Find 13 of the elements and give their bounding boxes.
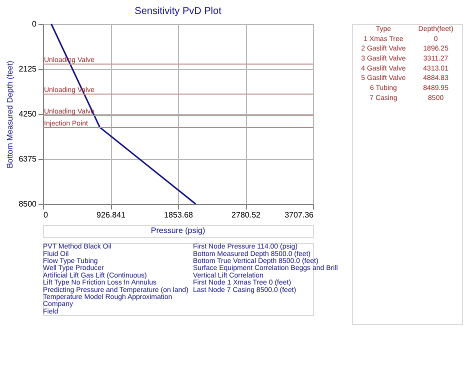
- x-tick-label: 3707.36: [284, 210, 314, 220]
- y-tick-label: 0: [32, 20, 38, 28]
- y-tick-label: 8500: [18, 200, 38, 208]
- y-axis-title: Bottom Measured Depth (feet): [6, 60, 15, 168]
- y-tick-label: 4250: [18, 110, 38, 118]
- x-axis-title: Pressure (psig): [150, 226, 206, 235]
- y-tick-label: 2125: [18, 64, 38, 74]
- x-tick-label: 2780.52: [232, 210, 262, 220]
- x-tick-label: 926.841: [96, 210, 126, 220]
- chart-title: Sensitivity PvD Plot: [134, 6, 222, 17]
- x-tick-label: 1853.68: [164, 210, 194, 220]
- x-tick-label: 0: [44, 210, 48, 220]
- y-tick-label: 6375: [18, 154, 38, 164]
